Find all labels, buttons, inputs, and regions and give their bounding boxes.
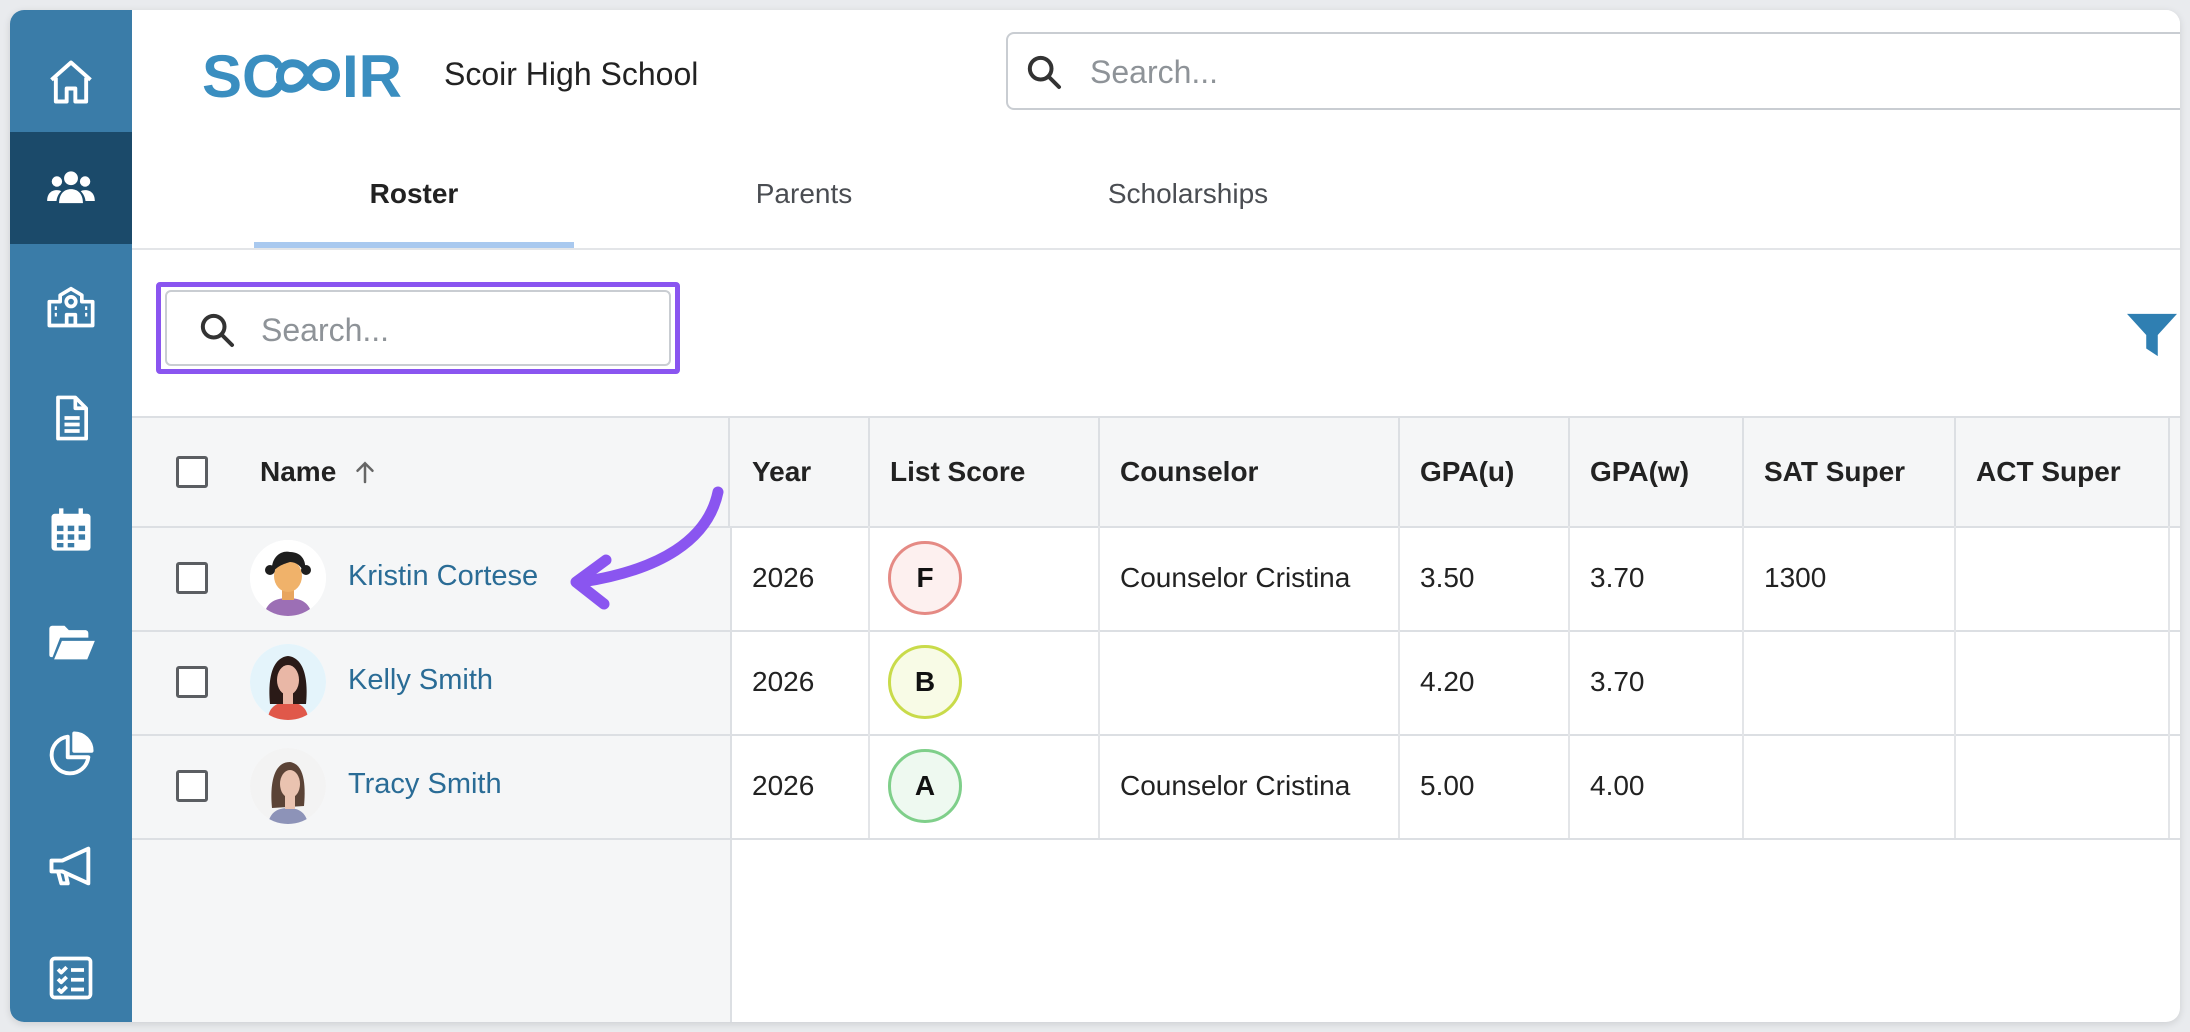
checklist-icon	[49, 956, 93, 1000]
sat-super-cell	[1744, 734, 1956, 838]
roster-search	[165, 290, 671, 366]
list-score-badge: A	[888, 749, 962, 823]
list-score-badge: F	[888, 541, 962, 615]
tab-scholarships[interactable]: Scholarships	[1107, 178, 1269, 209]
tab-bar: Roster Parents Scholarships	[132, 142, 2180, 250]
tab-parents[interactable]: Parents	[755, 178, 853, 209]
counselor-cell	[1100, 630, 1400, 734]
megaphone-icon	[49, 846, 91, 886]
gpa-u-cell: 5.00	[1400, 734, 1570, 838]
select-all-checkbox[interactable]	[176, 456, 208, 488]
student-name-link[interactable]: Kelly Smith	[348, 664, 494, 696]
filter-icon[interactable]	[2124, 310, 2180, 360]
list-score-cell: F	[870, 526, 1100, 630]
nav-documents[interactable]	[10, 362, 132, 474]
column-header-name[interactable]: Name	[240, 418, 730, 526]
pie-chart-icon	[49, 731, 94, 776]
avatar	[250, 748, 326, 824]
column-header-name-label: Name	[260, 456, 337, 487]
table-header: Name Year List Score Counselor GPA(u) GP…	[132, 416, 2180, 528]
row-checkbox[interactable]	[176, 562, 208, 594]
nav-school[interactable]	[10, 250, 132, 362]
school-name: Scoir High School	[444, 56, 699, 92]
counselor-cell: Counselor Cristina	[1100, 734, 1400, 838]
list-score-cell: A	[870, 734, 1100, 838]
gpa-w-cell: 3.70	[1570, 526, 1744, 630]
tab-roster[interactable]: Roster	[254, 142, 574, 248]
roster-search-input[interactable]	[259, 306, 653, 354]
nav-home[interactable]	[10, 26, 132, 138]
school-icon	[47, 286, 95, 328]
gpa-w-cell: 3.70	[1570, 630, 1744, 734]
year-cell: 2026	[732, 526, 870, 630]
column-header-act-super[interactable]: ACT Super	[1956, 418, 2170, 526]
row-checkbox[interactable]	[176, 770, 208, 802]
table-row: Kelly Smith 2026 B 4.20 3.70	[132, 630, 2180, 736]
avatar	[250, 644, 326, 720]
roster-table: Name Year List Score Counselor GPA(u) GP…	[132, 416, 2180, 1022]
gpa-w-cell: 4.00	[1570, 734, 1744, 838]
column-header-gpa-u[interactable]: GPA(u)	[1400, 418, 1570, 526]
app-window: SC IR Scoir High School Roster Parents S…	[10, 10, 2180, 1022]
nav-students[interactable]	[10, 132, 132, 244]
top-header: SC IR Scoir High School	[132, 10, 2180, 144]
year-cell: 2026	[732, 630, 870, 734]
act-super-cell	[1956, 630, 2170, 734]
gpa-u-cell: 4.20	[1400, 630, 1570, 734]
document-icon	[56, 395, 89, 441]
avatar	[250, 540, 326, 616]
nav-tasks[interactable]	[10, 922, 132, 1022]
logo-text: SC	[202, 44, 285, 106]
student-name-link[interactable]: Tracy Smith	[348, 768, 502, 800]
year-cell: 2026	[732, 734, 870, 838]
column-header-counselor[interactable]: Counselor	[1100, 418, 1400, 526]
svg-text:IR: IR	[342, 44, 402, 106]
counselor-cell: Counselor Cristina	[1100, 526, 1400, 630]
act-super-cell	[1956, 526, 2170, 630]
scoir-logo[interactable]: SC IR	[202, 44, 412, 106]
student-name-link[interactable]: Kristin Cortese	[348, 560, 539, 592]
list-score-badge: B	[888, 645, 962, 719]
sat-super-cell	[1744, 630, 1956, 734]
table-row: Tracy Smith 2026 A Counselor Cristina 5.…	[132, 734, 2180, 840]
nav-calendar[interactable]	[10, 474, 132, 586]
gpa-u-cell: 3.50	[1400, 526, 1570, 630]
column-header-year[interactable]: Year	[732, 418, 870, 526]
search-icon	[1027, 55, 1061, 89]
home-icon	[50, 60, 92, 104]
row-checkbox[interactable]	[176, 666, 208, 698]
list-score-cell: B	[870, 630, 1100, 734]
nav-announcements[interactable]	[10, 810, 132, 922]
search-highlight-box	[156, 282, 680, 374]
act-super-cell	[1956, 734, 2170, 838]
nav-reports[interactable]	[10, 698, 132, 810]
users-icon	[47, 171, 95, 204]
calendar-icon	[51, 508, 91, 551]
arrow-up-icon	[356, 461, 375, 484]
search-icon	[200, 313, 234, 347]
nav-files[interactable]	[10, 586, 132, 698]
sat-super-cell: 1300	[1744, 526, 1956, 630]
column-header-gpa-w[interactable]: GPA(w)	[1570, 418, 1744, 526]
global-search-input[interactable]	[1088, 48, 2172, 96]
sidebar	[10, 10, 132, 1022]
column-header-sat-super[interactable]: SAT Super	[1744, 418, 1956, 526]
global-search	[1006, 32, 2180, 110]
folder-open-icon	[49, 625, 95, 660]
column-header-list-score[interactable]: List Score	[870, 418, 1100, 526]
table-row: Kristin Cortese 2026 F Counselor Cristin…	[132, 526, 2180, 632]
